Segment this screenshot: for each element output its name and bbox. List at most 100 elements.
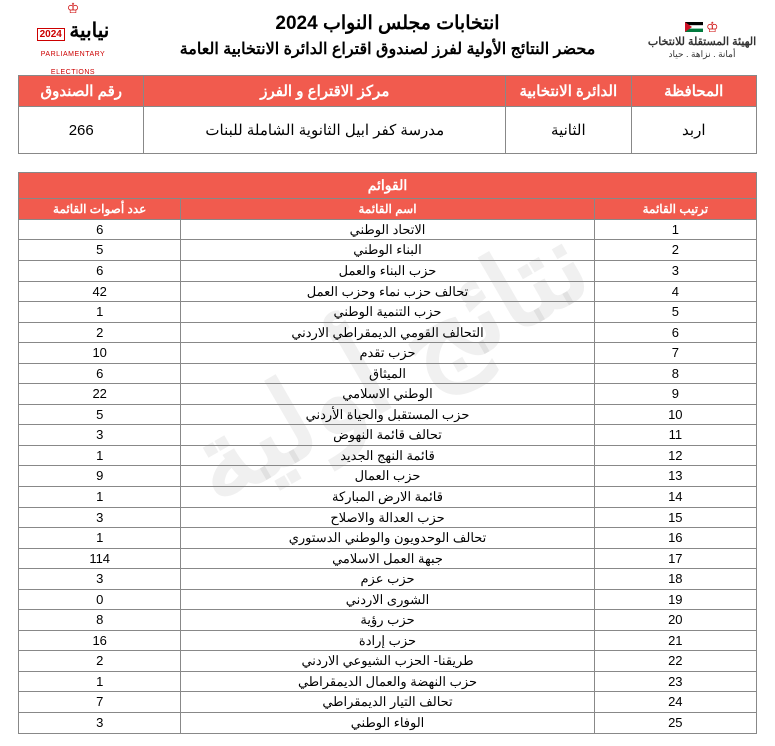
- table-row: 7حزب تقدم10: [19, 343, 757, 364]
- table-row: 14قائمة الارض المباركة1: [19, 487, 757, 508]
- lists-body: 1الاتحاد الوطني62البناء الوطني53حزب البن…: [19, 219, 757, 733]
- title-main: انتخابات مجلس النواب 2024: [128, 12, 647, 35]
- header: ♔ الهيئة المستقلة للانتخاب أمانة . نزاهة…: [18, 12, 757, 67]
- cell-name: حزب التنمية الوطني: [181, 302, 594, 323]
- cell-rank: 16: [594, 528, 756, 549]
- cell-rank: 9: [594, 384, 756, 405]
- cell-name: حزب العمال: [181, 466, 594, 487]
- table-row: 4تحالف حزب نماء وحزب العمل42: [19, 281, 757, 302]
- table-row: 8الميثاق6: [19, 363, 757, 384]
- cell-rank: 12: [594, 445, 756, 466]
- iec-name: الهيئة المستقلة للانتخاب: [648, 36, 756, 48]
- table-row: 17جبهة العمل الاسلامي114: [19, 548, 757, 569]
- cell-name: تحالف التيار الديمقراطي: [181, 692, 594, 713]
- val-box: 266: [19, 107, 144, 154]
- table-row: 2البناء الوطني5: [19, 240, 757, 261]
- crown-icon: ♔: [706, 19, 719, 35]
- cell-name: حزب العدالة والاصلاح: [181, 507, 594, 528]
- cell-votes: 1: [19, 528, 181, 549]
- table-row: 10حزب المستقبل والحياة الأردني5: [19, 404, 757, 425]
- info-table: المحافظة الدائرة الانتخابية مركز الاقترا…: [18, 75, 757, 154]
- table-row: 1الاتحاد الوطني6: [19, 219, 757, 240]
- hdr-name: اسم القائمة: [181, 198, 594, 219]
- table-row: 18حزب عزم3: [19, 569, 757, 590]
- cell-rank: 5: [594, 302, 756, 323]
- cell-name: تحالف الوحدويون والوطني الدستوري: [181, 528, 594, 549]
- cell-name: حزب تقدم: [181, 343, 594, 364]
- cell-rank: 21: [594, 630, 756, 651]
- cell-rank: 23: [594, 671, 756, 692]
- cell-name: حزب المستقبل والحياة الأردني: [181, 404, 594, 425]
- cell-rank: 8: [594, 363, 756, 384]
- lists-title-row: القوائم: [19, 173, 757, 199]
- table-row: 19الشورى الاردني0: [19, 589, 757, 610]
- page: ♔ الهيئة المستقلة للانتخاب أمانة . نزاهة…: [0, 0, 775, 746]
- cell-rank: 14: [594, 487, 756, 508]
- cell-rank: 19: [594, 589, 756, 610]
- table-row: 16تحالف الوحدويون والوطني الدستوري1: [19, 528, 757, 549]
- cell-rank: 4: [594, 281, 756, 302]
- lists-table: القوائم ترتيب القائمة اسم القائمة عدد أص…: [18, 172, 757, 734]
- titles: انتخابات مجلس النواب 2024 محضر النتائج ا…: [128, 12, 647, 59]
- flag-icon: [685, 22, 703, 35]
- iec-logo: ♔ الهيئة المستقلة للانتخاب أمانة . نزاهة…: [647, 12, 757, 67]
- cell-votes: 1: [19, 487, 181, 508]
- cell-votes: 7: [19, 692, 181, 713]
- cell-votes: 1: [19, 445, 181, 466]
- cell-votes: 5: [19, 404, 181, 425]
- table-row: 22طريقنا- الحزب الشيوعي الاردني2: [19, 651, 757, 672]
- info-value-row: اربد الثانية مدرسة كفر ابيل الثانوية الش…: [19, 107, 757, 154]
- cell-votes: 5: [19, 240, 181, 261]
- election-logo: ♔ نيابية 2024 PARLIAMENTARY ELECTIONS: [18, 12, 128, 67]
- cell-name: تحالف قائمة النهوض: [181, 425, 594, 446]
- lists-header-row: ترتيب القائمة اسم القائمة عدد أصوات القا…: [19, 198, 757, 219]
- brand-text: نيابية: [69, 20, 109, 42]
- cell-rank: 17: [594, 548, 756, 569]
- cell-rank: 1: [594, 219, 756, 240]
- cell-rank: 3: [594, 260, 756, 281]
- cell-votes: 3: [19, 425, 181, 446]
- table-row: 21حزب إرادة16: [19, 630, 757, 651]
- table-row: 25الوفاء الوطني3: [19, 713, 757, 734]
- cell-votes: 0: [19, 589, 181, 610]
- cell-votes: 2: [19, 651, 181, 672]
- cell-rank: 11: [594, 425, 756, 446]
- cell-name: تحالف حزب نماء وحزب العمل: [181, 281, 594, 302]
- cell-votes: 1: [19, 671, 181, 692]
- cell-name: البناء الوطني: [181, 240, 594, 261]
- cell-name: حزب إرادة: [181, 630, 594, 651]
- cell-votes: 22: [19, 384, 181, 405]
- table-row: 3حزب البناء والعمل6: [19, 260, 757, 281]
- cell-rank: 18: [594, 569, 756, 590]
- cell-name: حزب رؤية: [181, 610, 594, 631]
- cell-votes: 114: [19, 548, 181, 569]
- table-row: 15حزب العدالة والاصلاح3: [19, 507, 757, 528]
- cell-rank: 15: [594, 507, 756, 528]
- cell-rank: 20: [594, 610, 756, 631]
- cell-name: جبهة العمل الاسلامي: [181, 548, 594, 569]
- table-row: 20حزب رؤية8: [19, 610, 757, 631]
- table-row: 23حزب النهضة والعمال الديمقراطي1: [19, 671, 757, 692]
- cell-name: الاتحاد الوطني: [181, 219, 594, 240]
- hdr-box: رقم الصندوق: [19, 76, 144, 107]
- table-row: 11تحالف قائمة النهوض3: [19, 425, 757, 446]
- hdr-votes: عدد أصوات القائمة: [19, 198, 181, 219]
- table-row: 24تحالف التيار الديمقراطي7: [19, 692, 757, 713]
- cell-rank: 25: [594, 713, 756, 734]
- cell-name: حزب عزم: [181, 569, 594, 590]
- hdr-district: الدائرة الانتخابية: [506, 76, 631, 107]
- crown-icon: ♔: [67, 0, 80, 16]
- cell-rank: 2: [594, 240, 756, 261]
- cell-rank: 24: [594, 692, 756, 713]
- cell-votes: 2: [19, 322, 181, 343]
- hdr-rank: ترتيب القائمة: [594, 198, 756, 219]
- title-sub: محضر النتائج الأولية لفرز لصندوق اقتراع …: [128, 39, 647, 59]
- info-header-row: المحافظة الدائرة الانتخابية مركز الاقترا…: [19, 76, 757, 107]
- hdr-center: مركز الاقتراع و الفرز: [144, 76, 506, 107]
- cell-rank: 7: [594, 343, 756, 364]
- cell-rank: 6: [594, 322, 756, 343]
- cell-name: الوطني الاسلامي: [181, 384, 594, 405]
- cell-name: الميثاق: [181, 363, 594, 384]
- brand-sub: PARLIAMENTARY ELECTIONS: [41, 51, 105, 76]
- table-row: 13حزب العمال9: [19, 466, 757, 487]
